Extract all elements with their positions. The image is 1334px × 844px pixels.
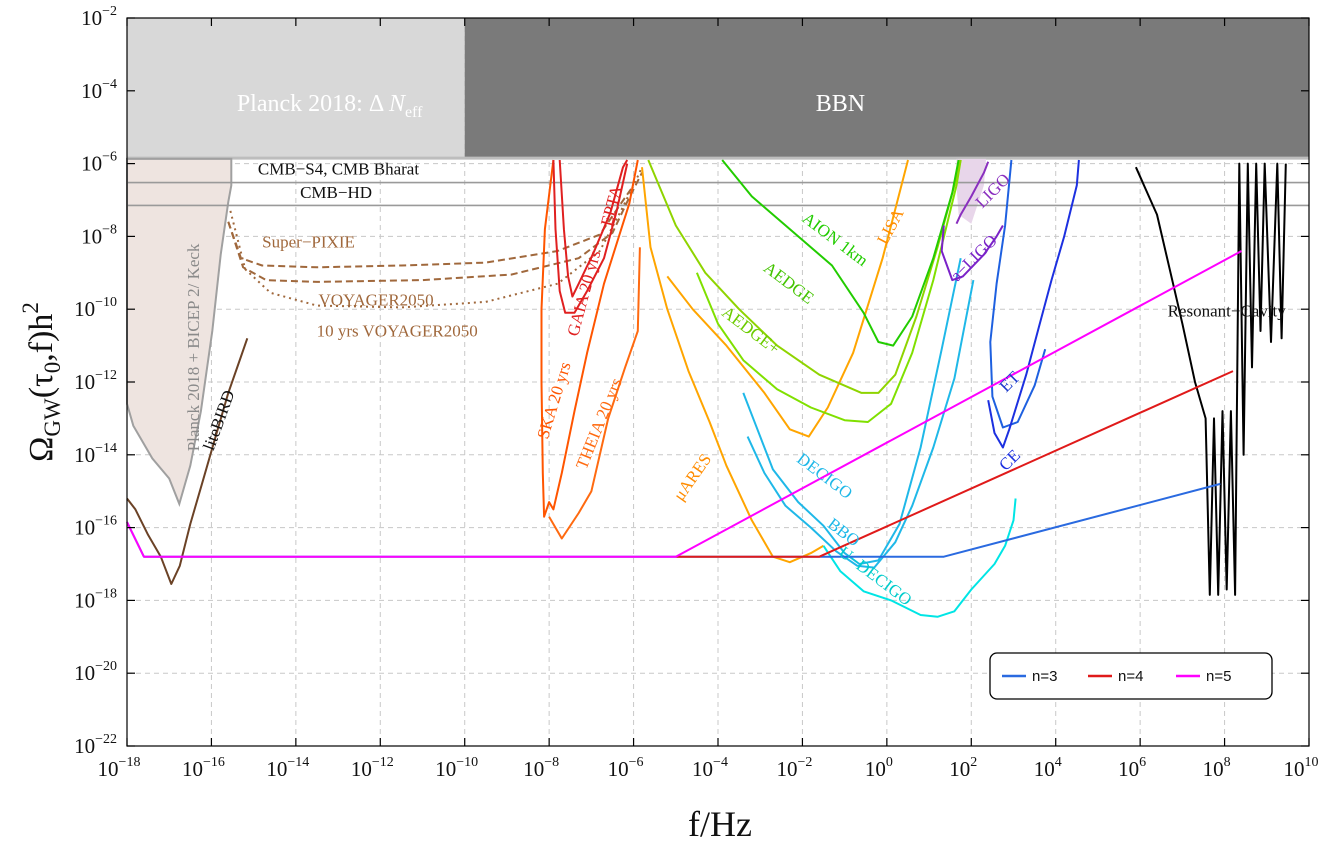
legend: n=3 n=4 n=5 bbox=[989, 652, 1273, 700]
band-label-bbn: BBN bbox=[816, 91, 865, 117]
curve-label-a-ligo: a−LIGO bbox=[947, 231, 1001, 285]
curve-epta bbox=[558, 159, 629, 298]
curve-u-decigo bbox=[822, 498, 1017, 618]
x-tick-label-8: 108 bbox=[1203, 755, 1231, 781]
curve-label-aedge: AEDGE+ bbox=[718, 302, 783, 358]
legend-label-n3: n=3 bbox=[1032, 668, 1057, 685]
legend-label-n4: n=4 bbox=[1118, 668, 1143, 685]
x-tick-label-2: 102 bbox=[949, 755, 977, 781]
legend-label-n5: n=5 bbox=[1206, 668, 1231, 685]
x-tick-label-12: 10−12 bbox=[351, 755, 394, 781]
curve-a-ligo bbox=[940, 224, 1004, 282]
curve-label-gaia: GAIA 20 yrs bbox=[563, 248, 604, 338]
y-tick-label-16: 10−16 bbox=[74, 514, 117, 540]
hline-label-cmb-hd: CMB−HD bbox=[300, 183, 372, 202]
curve-label-super-pixie: Super−PIXIE bbox=[262, 232, 355, 251]
region-planck-bicep bbox=[126, 157, 233, 507]
y-tick-label-10: 10−10 bbox=[74, 295, 117, 321]
y-tick-label-20: 10−20 bbox=[74, 659, 117, 685]
y-tick-label-18: 10−18 bbox=[74, 586, 117, 612]
curve-aedge bbox=[647, 159, 962, 394]
x-tick-label-8: 10−8 bbox=[523, 755, 559, 781]
legend-box bbox=[989, 652, 1273, 700]
curve-ce bbox=[987, 159, 1080, 449]
curve-muares bbox=[641, 167, 825, 564]
curve-decigo bbox=[742, 257, 962, 565]
curve-super-pixie bbox=[227, 184, 635, 269]
y-axis-args2: ,f)h bbox=[23, 314, 60, 362]
curve-resonant-cavity bbox=[1134, 162, 1287, 596]
x-tick-label-2: 10−2 bbox=[776, 755, 812, 781]
x-tick-label-6: 10−6 bbox=[608, 755, 644, 781]
x-tick-label-18: 10−18 bbox=[98, 755, 141, 781]
x-tick-label-16: 10−16 bbox=[182, 755, 225, 781]
curve-theia bbox=[548, 247, 641, 540]
band-label-planck-neff: Planck 2018: Δ Neff bbox=[237, 91, 423, 121]
band-planck-neff bbox=[127, 18, 465, 159]
y-tick-label-6: 10−6 bbox=[81, 150, 117, 176]
curve-label-aedge: AEDGE bbox=[760, 258, 817, 308]
x-tick-label-4: 10−4 bbox=[692, 755, 728, 781]
curve-label-aion-1km: AION 1km bbox=[799, 209, 872, 270]
y-tick-label-4: 10−4 bbox=[81, 77, 117, 103]
excluded-regions bbox=[126, 157, 987, 507]
curve-gaia bbox=[552, 159, 629, 314]
curve-label-litebird: liteBIRD bbox=[199, 388, 238, 453]
x-tick-label-6: 106 bbox=[1118, 755, 1146, 781]
y-axis-sub-gw: GW bbox=[40, 398, 65, 437]
hline-label-cmb-s4: CMB−S4, CMB Bharat bbox=[258, 160, 419, 179]
y-axis-omega: Ω bbox=[23, 437, 60, 462]
y-axis-args: (τ bbox=[23, 373, 60, 398]
x-tick-label-4: 104 bbox=[1034, 755, 1062, 781]
curve-bbo bbox=[746, 279, 975, 569]
curve-n-5 bbox=[126, 250, 1242, 558]
exclusion-bands bbox=[127, 18, 1309, 160]
curve-label-voyager2050-10yrs: 10 yrs VOYAGER2050 bbox=[317, 322, 478, 341]
curve-et bbox=[989, 159, 1047, 429]
curve-aedge bbox=[695, 159, 962, 423]
curve-lisa bbox=[666, 159, 909, 438]
curve-label-resonant-cavity: Resonant−Cavity bbox=[1168, 301, 1287, 320]
curve-label-decigo: DECIGO bbox=[793, 449, 856, 503]
sensitivity-curves bbox=[126, 159, 1287, 618]
curve-ligo bbox=[955, 161, 990, 225]
cmb-lines: CMB−S4, CMB Bharat CMB−HD bbox=[127, 160, 1309, 207]
curve-n-4 bbox=[675, 370, 1234, 558]
y-axis-sup-2: 2 bbox=[18, 302, 43, 314]
region-label-planck-bicep: Planck 2018 + BICEP 2/ Keck bbox=[184, 243, 203, 451]
x-tick-label-10: 10−10 bbox=[435, 755, 478, 781]
curve-litebird bbox=[126, 337, 249, 585]
curve-label-ce: CE bbox=[995, 446, 1024, 475]
curve-label-voyager2050: VOYAGER2050 bbox=[318, 291, 433, 310]
y-tick-label-2: 10−2 bbox=[81, 4, 117, 30]
y-tick-label-14: 10−14 bbox=[74, 441, 117, 467]
curve-ska bbox=[540, 159, 639, 518]
y-axis-title: ΩGW(τ0,f)h2 bbox=[18, 302, 65, 462]
curve-label-ska: SKA 20 yrs bbox=[533, 360, 574, 441]
x-axis-title: f/Hz bbox=[688, 804, 752, 844]
y-tick-label-22: 10−22 bbox=[74, 732, 117, 758]
curve-label-muares: μARES bbox=[670, 450, 716, 504]
band-bbn bbox=[464, 18, 1309, 159]
curve-aion-1km bbox=[721, 159, 960, 347]
y-tick-label-12: 10−12 bbox=[74, 368, 117, 394]
y-tick-label-8: 10−8 bbox=[81, 222, 117, 248]
y-axis-sub-0: 0 bbox=[40, 362, 65, 374]
x-tick-label-0: 100 bbox=[865, 755, 893, 781]
axis-ticks: 10−18 10−16 10−14 10−12 10−10 10−8 10−6 10−4 10−… bbox=[74, 4, 1318, 781]
x-tick-label-10: 1010 bbox=[1284, 755, 1319, 781]
curve-label-lisa: LISA bbox=[873, 205, 908, 248]
curve-voyager2050 bbox=[227, 172, 643, 283]
x-tick-label-14: 10−14 bbox=[266, 755, 309, 781]
